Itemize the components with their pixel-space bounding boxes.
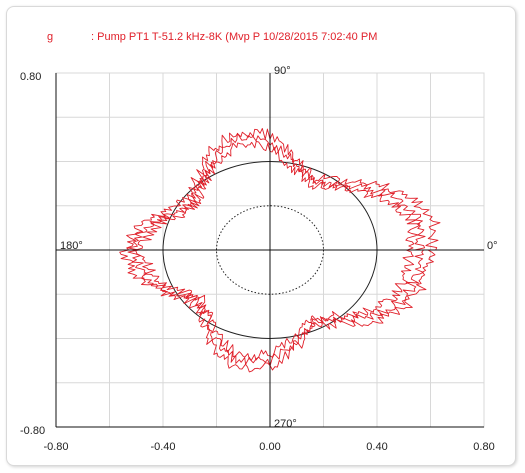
y-tick-top: 0.80 [20, 71, 41, 83]
x-tick-3: 0.00 [259, 441, 280, 453]
angle-label-180: 180° [60, 240, 83, 252]
y-tick-bottom: -0.80 [20, 425, 45, 437]
angle-label-90: 90° [274, 65, 291, 77]
x-tick-4: 0.40 [366, 441, 387, 453]
legend-label: : Pump PT1 T-51.2 kHz-8K (Mvp P 10/28/20… [91, 31, 378, 43]
labels: 0.80 -0.80 -0.80 -0.40 0.00 0.40 0.80 90… [20, 65, 498, 453]
x-tick-2: -0.40 [150, 441, 175, 453]
angle-label-0: 0° [487, 240, 498, 252]
axes [55, 73, 484, 428]
angle-label-270: 270° [274, 418, 297, 430]
x-tick-5: 0.80 [473, 441, 494, 453]
legend-unit: g [47, 31, 54, 43]
legend: g : Pump PT1 T-51.2 kHz-8K (Mvp P 10/28/2… [47, 31, 377, 43]
x-tick-1: -0.80 [43, 441, 68, 453]
